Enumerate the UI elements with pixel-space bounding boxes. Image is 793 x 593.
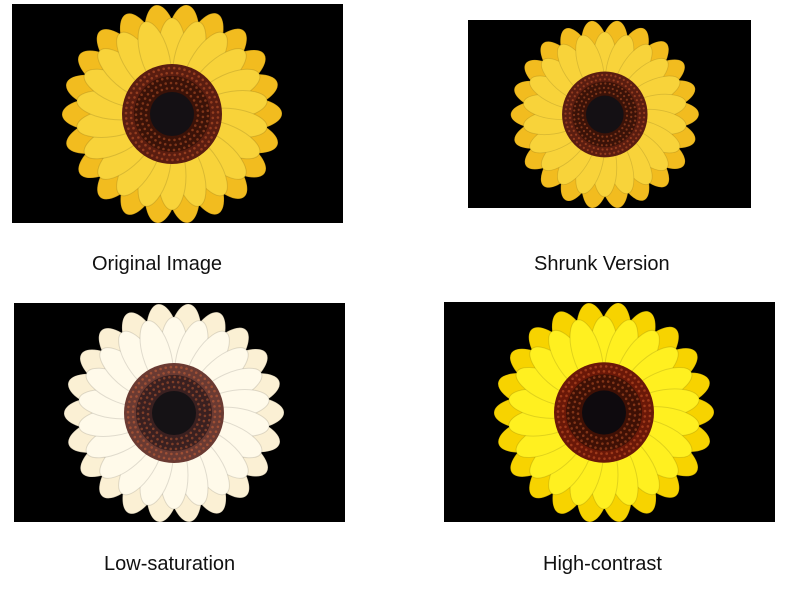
caption-low-saturation: Low-saturation bbox=[104, 553, 236, 575]
sunflower-photo bbox=[468, 20, 751, 208]
sunflower-photo bbox=[14, 303, 345, 522]
shrunk-image bbox=[468, 20, 751, 208]
caption-high-contrast: High-contrast bbox=[543, 553, 662, 575]
caption-shrunk-version: Shrunk Version bbox=[534, 253, 670, 275]
low-saturation-image bbox=[14, 303, 345, 522]
sunflower-photo bbox=[12, 4, 343, 223]
high-contrast-image bbox=[444, 302, 775, 522]
sunflower-photo bbox=[444, 302, 775, 522]
original-image bbox=[12, 4, 343, 223]
caption-original-image: Original Image bbox=[92, 253, 223, 275]
